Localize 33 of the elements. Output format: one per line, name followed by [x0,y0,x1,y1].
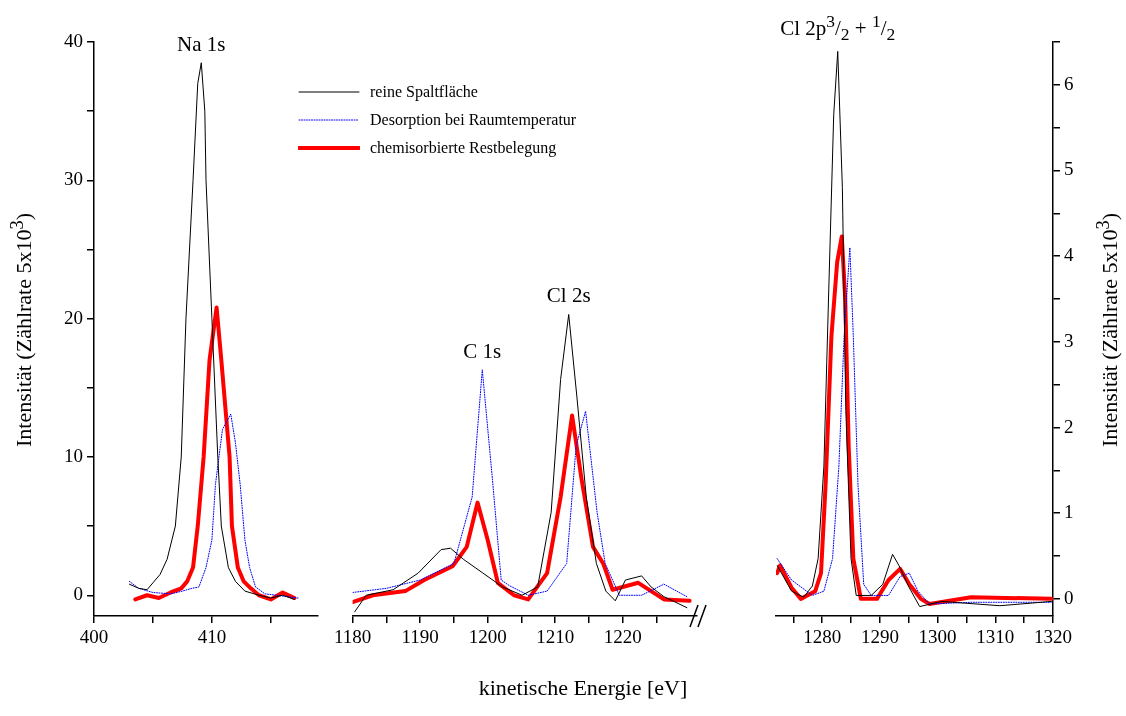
x-tick-label: 1210 [536,626,575,648]
y2-tick-label: 1 [1064,501,1074,523]
x-tick-label: 1300 [918,626,957,648]
legend-label: Desorption bei Raumtemperatur [370,111,577,129]
y-tick-label: 40 [64,29,83,51]
x-tick-label: 1290 [860,626,899,648]
x-tick-label: 1280 [803,626,842,648]
x-tick-label: 1310 [976,626,1015,648]
y2-tick-label: 0 [1064,586,1074,608]
x-tick-label: 1200 [468,626,507,648]
y-tick-label: 10 [64,444,83,466]
y2-tick-label: 2 [1064,415,1074,437]
annotation: Cl 2s [546,283,591,309]
y-tick-label: 30 [64,168,83,190]
x-tick-label: 400 [79,626,109,648]
x-axis-title: kinetische Energie [eV] [478,675,688,701]
legend-label: chemisorbierte Restbelegung [370,139,557,157]
x-tick-label: 410 [197,626,227,648]
x-tick-label: 1180 [334,626,372,648]
y-tick-label: 0 [73,583,83,605]
line-series [128,413,299,599]
annotation: Cl 2p$^{3}$/$_{2}$ + $^{1}$/$_{2}$ [780,11,896,46]
y2-tick-label: 5 [1064,158,1074,180]
y2-tick-label: 6 [1064,72,1074,94]
legend-label: reine Spaltfläche [370,83,478,101]
x-tick-label: 1190 [401,626,439,648]
x-tick-label: 1320 [1034,626,1072,648]
annotation: C 1s [463,338,502,364]
y2-tick-label: 3 [1064,329,1074,351]
y-tick-label: 20 [64,306,83,328]
x-tick-label: 1220 [603,626,642,648]
y2-tick-label: 4 [1064,244,1074,266]
annotation: Na 1s [177,31,226,57]
